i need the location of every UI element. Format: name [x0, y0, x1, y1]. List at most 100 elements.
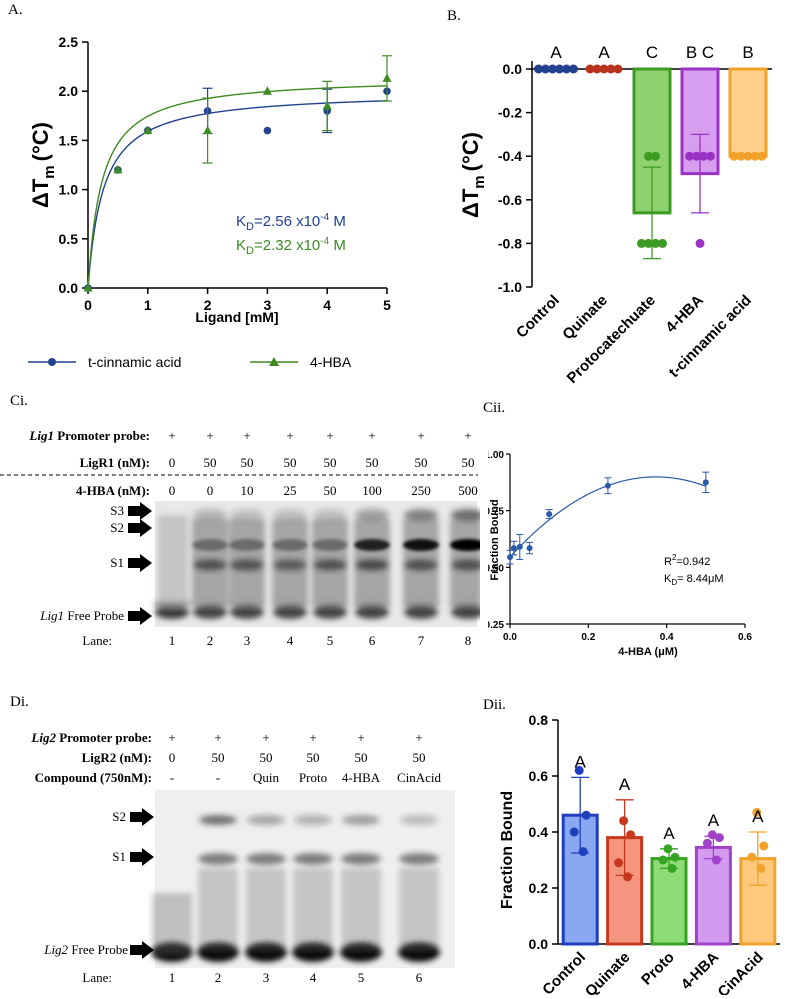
gel-d-cell: Quin — [253, 770, 280, 785]
data-point — [756, 863, 766, 873]
s1-band — [198, 853, 238, 865]
chart-cii-x-tick-label: 0.4 — [660, 632, 674, 643]
s2-band — [400, 815, 438, 825]
data-point — [507, 554, 513, 561]
data-point — [670, 852, 680, 862]
data-point — [581, 810, 591, 820]
band-label-free-probe: Lig2 Free Probe — [43, 942, 128, 957]
panel-label-dii: Dii. — [483, 697, 506, 713]
data-point — [752, 807, 762, 817]
gel-c-cell: 100 — [362, 483, 382, 498]
s3-band — [230, 509, 264, 521]
chart-b-y-tick-label: -0.6 — [498, 192, 522, 208]
lane-number: 7 — [418, 633, 425, 648]
data-point — [555, 64, 564, 74]
gel-d-cell: + — [168, 730, 175, 745]
s1-band — [355, 559, 389, 571]
data-point-hba — [143, 125, 153, 135]
data-point — [562, 64, 571, 74]
data-point — [651, 151, 660, 161]
legend-label-hba: 4-HBA — [310, 354, 352, 370]
gel-c-emsa: Lig1 Promoter probe: + + + + + + + + LigR1 (nM): 0… — [0, 415, 480, 655]
data-point-hba — [113, 164, 123, 174]
s1-band — [230, 559, 264, 571]
free-probe-smear — [272, 601, 308, 607]
data-point — [711, 855, 721, 865]
gel-c-cell: 50 — [204, 455, 217, 470]
data-point-hba — [262, 86, 272, 95]
data-point — [516, 543, 523, 550]
data-point — [569, 64, 578, 74]
data-point-cinnamic — [263, 126, 272, 135]
gel-d-cell: 50 — [212, 750, 225, 765]
band-arrow-s3 — [128, 502, 152, 520]
data-point — [702, 838, 712, 848]
data-point — [747, 852, 757, 862]
data-point — [534, 64, 543, 74]
significance-letter: B C — [686, 43, 714, 62]
data-point — [541, 64, 550, 74]
panel-label-a: A. — [8, 2, 23, 18]
s2-band — [199, 815, 237, 825]
gel-c-cell: 500 — [458, 483, 478, 498]
gel-c-cell: 0 — [169, 455, 176, 470]
data-point — [750, 151, 760, 161]
chart-a-x-tick-label: 4 — [323, 297, 331, 313]
data-point — [626, 830, 636, 840]
lane-number: 3 — [244, 633, 251, 648]
significance-letter: A — [619, 775, 631, 794]
chart-a-y-tick-label: 2.5 — [59, 34, 79, 50]
gel-d-cell: 50 — [307, 750, 320, 765]
gel-c-cell: + — [464, 428, 471, 443]
chart-b-y-tick-label: 0.0 — [503, 61, 523, 77]
chart-a-y-tick-label: 0.5 — [59, 231, 79, 247]
gel-d-cell: 50 — [355, 750, 368, 765]
gel-c-row-label: Lig1 Promoter probe: — [28, 428, 150, 443]
gel-c-cell: 50 — [284, 455, 297, 470]
chart-a-y-axis-label: ΔTm(°C) — [28, 122, 58, 208]
gel-c-cell: 250 — [411, 483, 431, 498]
chart-cii-y-axis-label: Fraction Bound — [489, 499, 501, 580]
chart-cii-x-tick-label: 0.6 — [738, 632, 752, 643]
s2-band — [272, 539, 308, 551]
gel-c-cell: + — [243, 428, 250, 443]
band-label-s3: S3 — [110, 503, 124, 518]
panel-label-b: B. — [447, 8, 461, 24]
gel-d-row-label: LigR2 (nM): — [82, 750, 152, 765]
free-probe-band — [155, 605, 189, 619]
free-probe-smear — [192, 601, 228, 607]
free-probe-band — [230, 605, 264, 619]
s3-band — [313, 509, 347, 521]
gel-c-cell: + — [206, 428, 213, 443]
data-point — [574, 765, 584, 775]
chart-cii-y-tick-label: 0.75 — [488, 507, 504, 518]
data-point — [644, 151, 653, 161]
panel-label-di: Di. — [10, 694, 29, 710]
data-point — [599, 64, 609, 74]
gel-c-cell: + — [168, 428, 175, 443]
chart-dii-y-tick-label: 0.6 — [529, 768, 549, 784]
chart-a-x-axis-label: Ligand [mM] — [195, 309, 278, 325]
gel-d-cell: 0 — [169, 750, 176, 765]
data-point — [606, 64, 616, 74]
s1-band — [404, 559, 438, 571]
chart-b-y-tick-label: -0.4 — [498, 148, 522, 164]
fit-curve-cinnamic — [87, 100, 388, 289]
legend-label-cinnamic: t-cinnamic acid — [88, 354, 181, 370]
chart-cii-fraction-bound: 0.250.500.751.000.00.20.40.6 4-HBA (μM) … — [488, 450, 752, 658]
chart-a-x-tick-label: 3 — [264, 297, 272, 313]
s2-band — [450, 539, 480, 551]
chart-dii-y-tick-label: 0.8 — [529, 712, 549, 728]
significance-letter: B — [742, 43, 753, 62]
gel-c-cell: 50 — [241, 455, 254, 470]
lane-smear — [293, 868, 333, 950]
s2-band — [229, 539, 265, 551]
lane-number: 2 — [207, 633, 214, 648]
data-point — [613, 64, 623, 74]
significance-letter: C — [646, 43, 658, 62]
data-point — [548, 64, 557, 74]
chart-a-x-tick-label: 2 — [204, 297, 212, 313]
category-label: t-cinnamic acid — [666, 292, 755, 381]
chart-cii-y-tick-label: 1.00 — [488, 450, 504, 461]
free-probe-band — [355, 605, 389, 619]
